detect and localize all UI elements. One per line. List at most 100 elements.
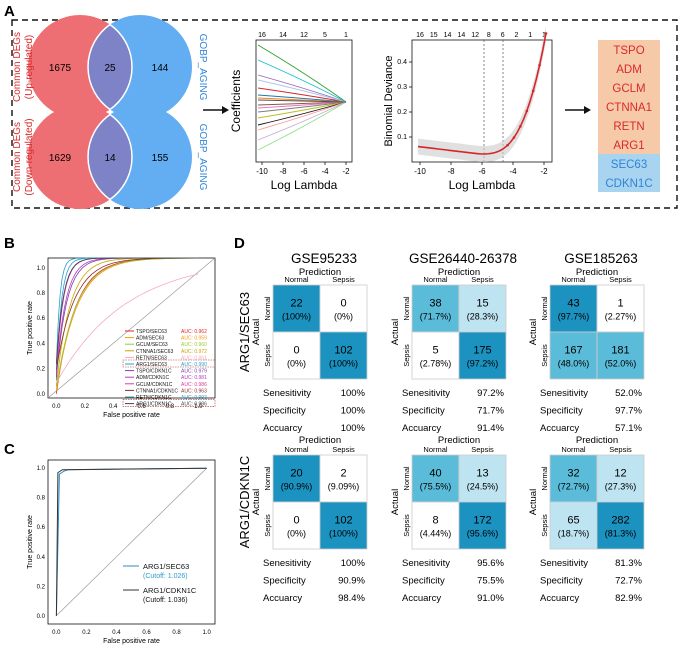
class-label: Normal <box>540 466 549 491</box>
diagonal-line <box>56 467 207 617</box>
y-tick-label: 1.0 <box>37 466 46 472</box>
venn-overlap-count: 25 <box>104 63 116 74</box>
matrix-cell <box>549 501 598 550</box>
legend-label: ARG1/CDKN1C <box>136 402 172 408</box>
legend-label: ARG1/CDKN1C <box>143 586 197 595</box>
top-tick-label: 1 <box>528 32 532 39</box>
matrix-cell <box>411 454 460 503</box>
metric-label: Senesitivity <box>402 558 450 569</box>
top-tick-label: 14 <box>444 32 452 39</box>
metric-value: 75.5% <box>477 576 504 587</box>
deviance-point <box>538 63 541 67</box>
top-tick-label: 12 <box>471 32 479 39</box>
deviance-point <box>525 109 529 113</box>
y-axis-label: True positive rate <box>27 301 34 355</box>
roc-curve <box>56 257 199 386</box>
panel-a-label: A <box>4 3 15 20</box>
class-label: Normal <box>284 275 309 284</box>
metric-value: 100% <box>341 423 366 434</box>
cell-count: 22 <box>290 298 302 310</box>
gene-down-label: SEC63 <box>611 159 647 171</box>
top-tick-label: 6 <box>501 32 505 39</box>
cell-percent: (90.9%) <box>281 482 313 492</box>
coefficient-path <box>257 59 347 103</box>
deviance-point <box>506 143 509 147</box>
metric-label: Senesitivity <box>263 558 311 569</box>
x-tick-label: 0.4 <box>109 404 118 410</box>
cell-percent: (71.7%) <box>420 312 452 322</box>
metric-value: 71.7% <box>477 406 504 417</box>
roc-curve <box>56 257 199 370</box>
highlight-box <box>122 359 216 368</box>
venn-0: 1675 25 144 Common DEGs (Up-regulated) GOBP_A… <box>12 15 208 119</box>
venn-left-title: Common DEGs <box>12 32 23 102</box>
actual-label: Actual <box>251 319 262 345</box>
gene-up-label: RETN <box>613 121 644 133</box>
class-label: Sepsis <box>263 514 272 537</box>
y-tick-label: 1.0 <box>37 266 46 272</box>
cell-count: 0 <box>293 515 299 527</box>
prediction-label: Prediction <box>576 435 618 446</box>
legend-auc: AUC: 0.963 <box>181 388 207 394</box>
roc-panel-b: 0.0 0.2 0.4 0.6 0.8 1.0 0.0 0.2 0.4 0.6 0.8 1.0 Fals… <box>27 257 216 419</box>
y-tick-label: 0.0 <box>37 392 46 398</box>
coefficient-path <box>257 101 347 113</box>
legend-label: ARG1/SEC63 <box>143 562 189 571</box>
actual-label: Actual <box>251 489 262 515</box>
cell-count: 15 <box>476 298 488 310</box>
coefficient-path <box>257 101 347 151</box>
metric-label: Accuarcy <box>540 423 579 434</box>
metric-label: Accuarcy <box>402 423 441 434</box>
metric-value: 100% <box>341 558 366 569</box>
y-tick-label: 0.0 <box>37 614 46 620</box>
actual-label: Actual <box>390 319 401 345</box>
metric-value: 100% <box>341 388 366 399</box>
x-tick-label: 1.0 <box>202 630 211 636</box>
cell-count: 8 <box>432 515 438 527</box>
x-axis-label: Log Lambda <box>449 178 516 192</box>
cell-percent: (9.09%) <box>328 482 360 492</box>
venn-overlap <box>87 23 133 111</box>
x-axis-label: False positive rate <box>103 412 160 419</box>
legend-auc: AUC: 0.861 <box>181 355 207 361</box>
metric-label: Accuarcy <box>540 593 579 604</box>
actual-label: Actual <box>390 489 401 515</box>
legend-auc: AUC: 0.986 <box>181 402 207 408</box>
metric-label: Accuarcy <box>263 423 302 434</box>
venn-right-count: 155 <box>152 153 169 164</box>
roc-curve <box>56 257 199 378</box>
metric-label: Senesitivity <box>540 558 588 569</box>
up-genes-bg <box>598 40 660 154</box>
class-label: Normal <box>561 275 586 284</box>
metric-value: 91.0% <box>477 593 504 604</box>
cell-percent: (52.0%) <box>605 359 637 369</box>
roc-panel-c: 0.0 0.2 0.4 0.6 0.8 1.0 0.0 0.2 0.4 0.6 0.8 1.0 Fals… <box>27 459 216 645</box>
class-label: Sepsis <box>609 445 632 454</box>
deviance-curve <box>417 33 547 155</box>
metric-value: 91.4% <box>477 423 504 434</box>
gene-up-label: GCLM <box>612 83 645 95</box>
coefficient-path <box>257 74 347 103</box>
top-tick-label: 2 <box>514 32 518 39</box>
matrix-cell <box>272 284 321 333</box>
matrix-cell <box>596 331 645 380</box>
legend-auc: AUC: 0.972 <box>181 349 207 355</box>
cell-percent: (100%) <box>329 359 358 369</box>
class-label: Sepsis <box>263 344 272 367</box>
metric-value: 72.7% <box>615 576 642 587</box>
x-axis-label: False positive rate <box>103 638 160 645</box>
matrix-cell <box>458 454 507 503</box>
cell-count: 12 <box>614 468 626 480</box>
coefficient-path <box>257 101 347 131</box>
metric-label: Senesitivity <box>263 388 311 399</box>
cell-percent: (100%) <box>329 529 358 539</box>
x-tick-label: -2 <box>540 167 548 176</box>
coefficient-path <box>257 101 347 126</box>
coefficient-path <box>257 101 347 119</box>
y-tick-label: 0.4 <box>37 341 46 347</box>
legend-auc: AUC: 0.990 <box>181 362 207 368</box>
matrix-cell <box>411 331 460 380</box>
